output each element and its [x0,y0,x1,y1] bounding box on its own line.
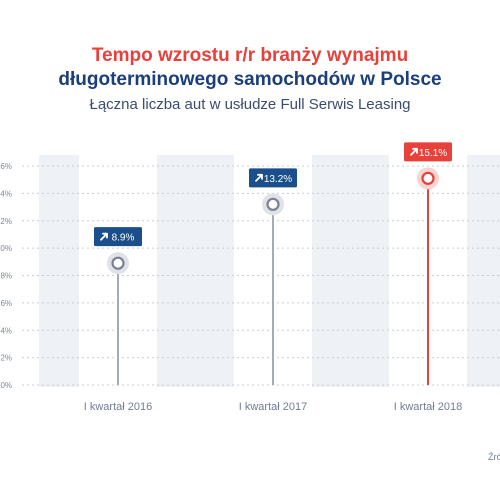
background-band-right-2 [467,155,500,387]
y-tick-label: 10% [0,244,12,253]
data-label: 15.1% [419,148,447,159]
lollipop-point [421,171,435,185]
trend-up-arrow-icon [100,232,108,241]
data-label: 13.2% [264,174,292,185]
trend-up-arrow-icon [255,173,263,182]
background-band-left-2 [349,155,389,387]
lollipop-point [111,256,125,270]
background-band-right-0 [157,155,197,387]
chart-header: Tempo wzrostu r/r branży wynajmu długote… [0,44,500,116]
y-tick-label: 16% [0,162,12,171]
y-tick-label: 8% [0,272,12,281]
source-note: Źró [488,452,500,462]
x-category-label: I kwartał 2017 [239,401,307,413]
chart-subtitle: Łączna liczba aut w usłudze Full Serwis … [89,96,411,113]
y-tick-label: 6% [0,299,12,308]
data-label: 8.9% [112,233,135,244]
value-badge [404,142,452,162]
background-band-right-1 [312,155,352,387]
background-band-left-1 [194,155,234,387]
chart-title-line1: Tempo wzrostu r/r branży wynajmu [91,45,409,66]
y-tick-label: 14% [0,189,12,198]
x-category-label: I kwartał 2016 [84,401,152,413]
trend-up-arrow-icon [410,147,418,156]
y-tick-label: 4% [0,326,12,335]
value-badge [94,227,142,247]
y-tick-label: 0% [0,381,12,390]
lollipop-point [266,197,280,211]
y-tick-label: 12% [0,217,12,226]
value-badge [249,168,297,188]
chart-title-line2: długoterminowego samochodów w Polsce [58,69,442,90]
background-band-left-0 [39,155,79,387]
y-tick-label: 2% [0,354,12,363]
x-category-label: I kwartał 2018 [394,401,462,413]
